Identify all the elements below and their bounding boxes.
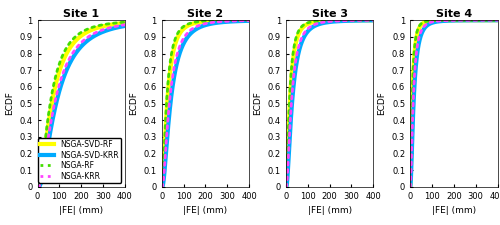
Title: Site 3: Site 3 (312, 9, 348, 20)
Y-axis label: ECDF: ECDF (378, 92, 386, 115)
X-axis label: |FE| (mm): |FE| (mm) (59, 206, 104, 215)
X-axis label: |FE| (mm): |FE| (mm) (308, 206, 352, 215)
Y-axis label: ECDF: ECDF (253, 92, 262, 115)
Legend: NSGA-SVD-RF, NSGA-SVD-KRR, NSGA-RF, NSGA-KRR: NSGA-SVD-RF, NSGA-SVD-KRR, NSGA-RF, NSGA… (38, 138, 121, 183)
Y-axis label: ECDF: ECDF (129, 92, 138, 115)
Title: Site 2: Site 2 (188, 9, 224, 20)
X-axis label: |FE| (mm): |FE| (mm) (184, 206, 228, 215)
Y-axis label: ECDF: ECDF (5, 92, 14, 115)
Title: Site 1: Site 1 (63, 9, 100, 20)
Title: Site 4: Site 4 (436, 9, 472, 20)
X-axis label: |FE| (mm): |FE| (mm) (432, 206, 476, 215)
